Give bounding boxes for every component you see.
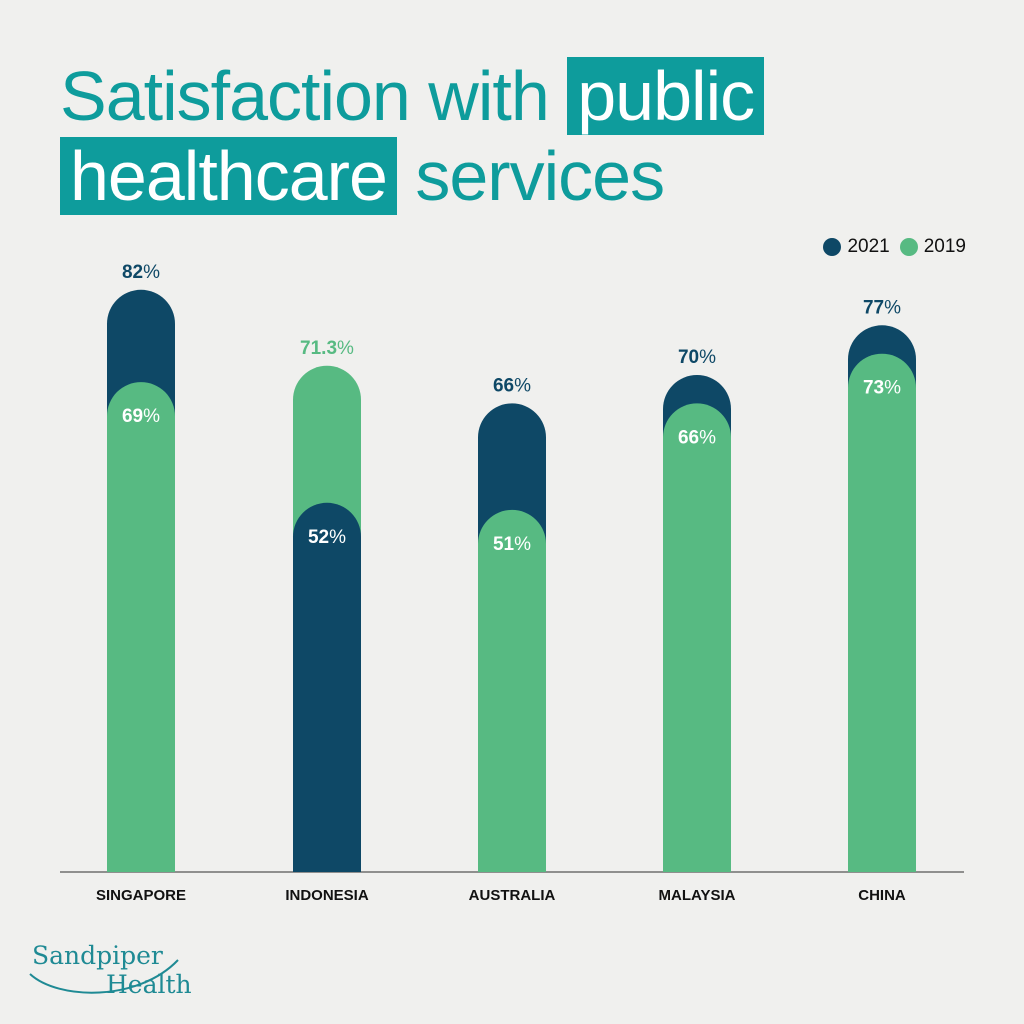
bar-2021 [293, 502, 361, 872]
data-label-2021: 52% [308, 527, 346, 548]
x-tick-label: AUSTRALIA [469, 887, 556, 904]
x-tick-label: CHINA [858, 887, 906, 904]
title-line1-highlight: public [567, 57, 765, 135]
bar-group: 70% 66% MALAYSIA [659, 347, 736, 904]
title-line2-plain: services [415, 137, 665, 215]
legend-label-2019: 2019 [923, 236, 966, 257]
data-label-2019: 69% [122, 406, 160, 427]
bar-group: 66% 51% AUSTRALIA [469, 375, 556, 904]
logo-line1: Sandpiper [32, 941, 163, 970]
x-tick-label: INDONESIA [285, 887, 369, 904]
data-label-2021: 70% [678, 347, 716, 368]
data-label-2019: 51% [493, 534, 531, 555]
data-label-2019: 66% [678, 427, 716, 448]
bar-2019 [107, 382, 175, 872]
bar-2019 [663, 403, 731, 872]
legend-item-2019: 2019 [899, 236, 966, 258]
logo-swoosh-icon [29, 959, 179, 994]
title-line2-highlight: healthcare [60, 137, 397, 215]
bar-2019 [478, 509, 546, 872]
data-label-2021: 66% [493, 375, 531, 396]
chart-legend: 2021 2019 [823, 236, 966, 258]
bar-2019 [848, 353, 916, 872]
legend-marker-2019 [899, 238, 918, 256]
bar-group: 77% 73% CHINA [848, 297, 916, 904]
title-line1-plain: Satisfaction with [60, 57, 550, 135]
data-label-2019: 71.3% [300, 338, 354, 359]
legend-label-2021: 2021 [847, 236, 890, 257]
bar-group: 71.3% 52% INDONESIA [285, 338, 369, 904]
x-tick-label: SINGAPORE [96, 887, 186, 904]
sandpiper-health-logo: Sandpiper Health [28, 938, 228, 1008]
chart-title: Satisfaction with public healthcare serv… [60, 56, 765, 216]
logo-line2: Health [106, 970, 192, 999]
data-label-2019: 73% [863, 378, 901, 399]
x-tick-label: MALAYSIA [659, 887, 736, 904]
legend-marker-2021 [823, 238, 842, 256]
data-label-2021: 82% [122, 262, 160, 283]
bar-group: 82% 69% SINGAPORE [96, 262, 186, 904]
legend-item-2021: 2021 [823, 236, 890, 258]
data-label-2021: 77% [863, 297, 901, 318]
